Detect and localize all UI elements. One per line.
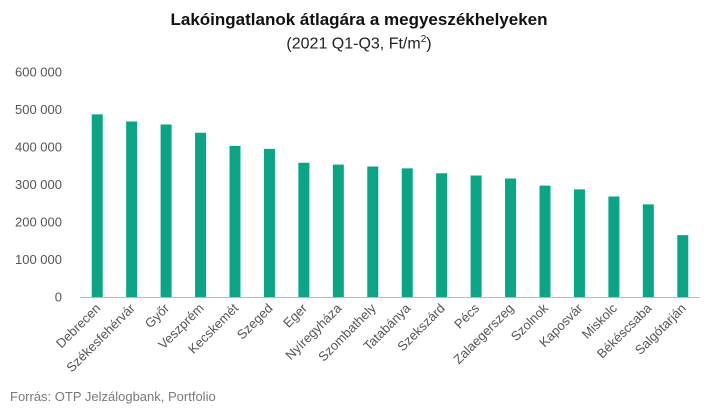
- bar: [263, 148, 275, 297]
- y-tick-label: 500 000: [15, 102, 62, 117]
- x-tick-label: Pécs: [451, 300, 482, 331]
- bar: [539, 185, 551, 297]
- bar: [298, 162, 310, 297]
- bar: [642, 204, 654, 297]
- bar: [505, 178, 517, 297]
- x-tick-label: Szeged: [234, 301, 276, 343]
- y-axis: 0 100 000 200 000 300 000 400 000 500 000 600 …: [15, 65, 62, 305]
- subtitle-superscript: 2: [420, 34, 427, 45]
- bar: [470, 175, 482, 297]
- bar: [160, 124, 172, 297]
- subtitle-end: ): [426, 35, 432, 53]
- source-note: Forrás: OTP Jelzálogbank, Portfolio: [10, 389, 216, 404]
- y-tick-label: 400 000: [15, 140, 62, 155]
- bar: [195, 132, 207, 297]
- bars: [91, 114, 689, 297]
- y-tick-label: 600 000: [15, 65, 62, 80]
- subtitle-main: (2021 Q1-Q3, Ft/m: [286, 35, 421, 53]
- chart-subtitle: (2021 Q1-Q3, Ft/m2): [0, 34, 718, 53]
- bar: [91, 114, 103, 297]
- bar: [367, 166, 379, 297]
- bar: [332, 164, 344, 297]
- y-tick-label: 200 000: [15, 215, 62, 230]
- y-tick-label: 300 000: [15, 177, 62, 192]
- bar: [573, 189, 585, 297]
- bar: [436, 173, 448, 297]
- bar: [126, 121, 138, 297]
- bar-chart: 0 100 000 200 000 300 000 400 000 500 000 600 …: [15, 65, 700, 375]
- chart-title: Lakóingatlanok átlagára a megyeszékhelye…: [170, 10, 548, 29]
- x-tick-label: Győr: [142, 300, 173, 331]
- y-tick-label: 0: [55, 290, 62, 305]
- y-tick-label: 100 000: [15, 252, 62, 267]
- bar: [229, 145, 241, 297]
- bar: [677, 235, 689, 297]
- bar: [401, 168, 413, 297]
- bar: [608, 196, 620, 297]
- x-tick-label: Eger: [280, 300, 310, 330]
